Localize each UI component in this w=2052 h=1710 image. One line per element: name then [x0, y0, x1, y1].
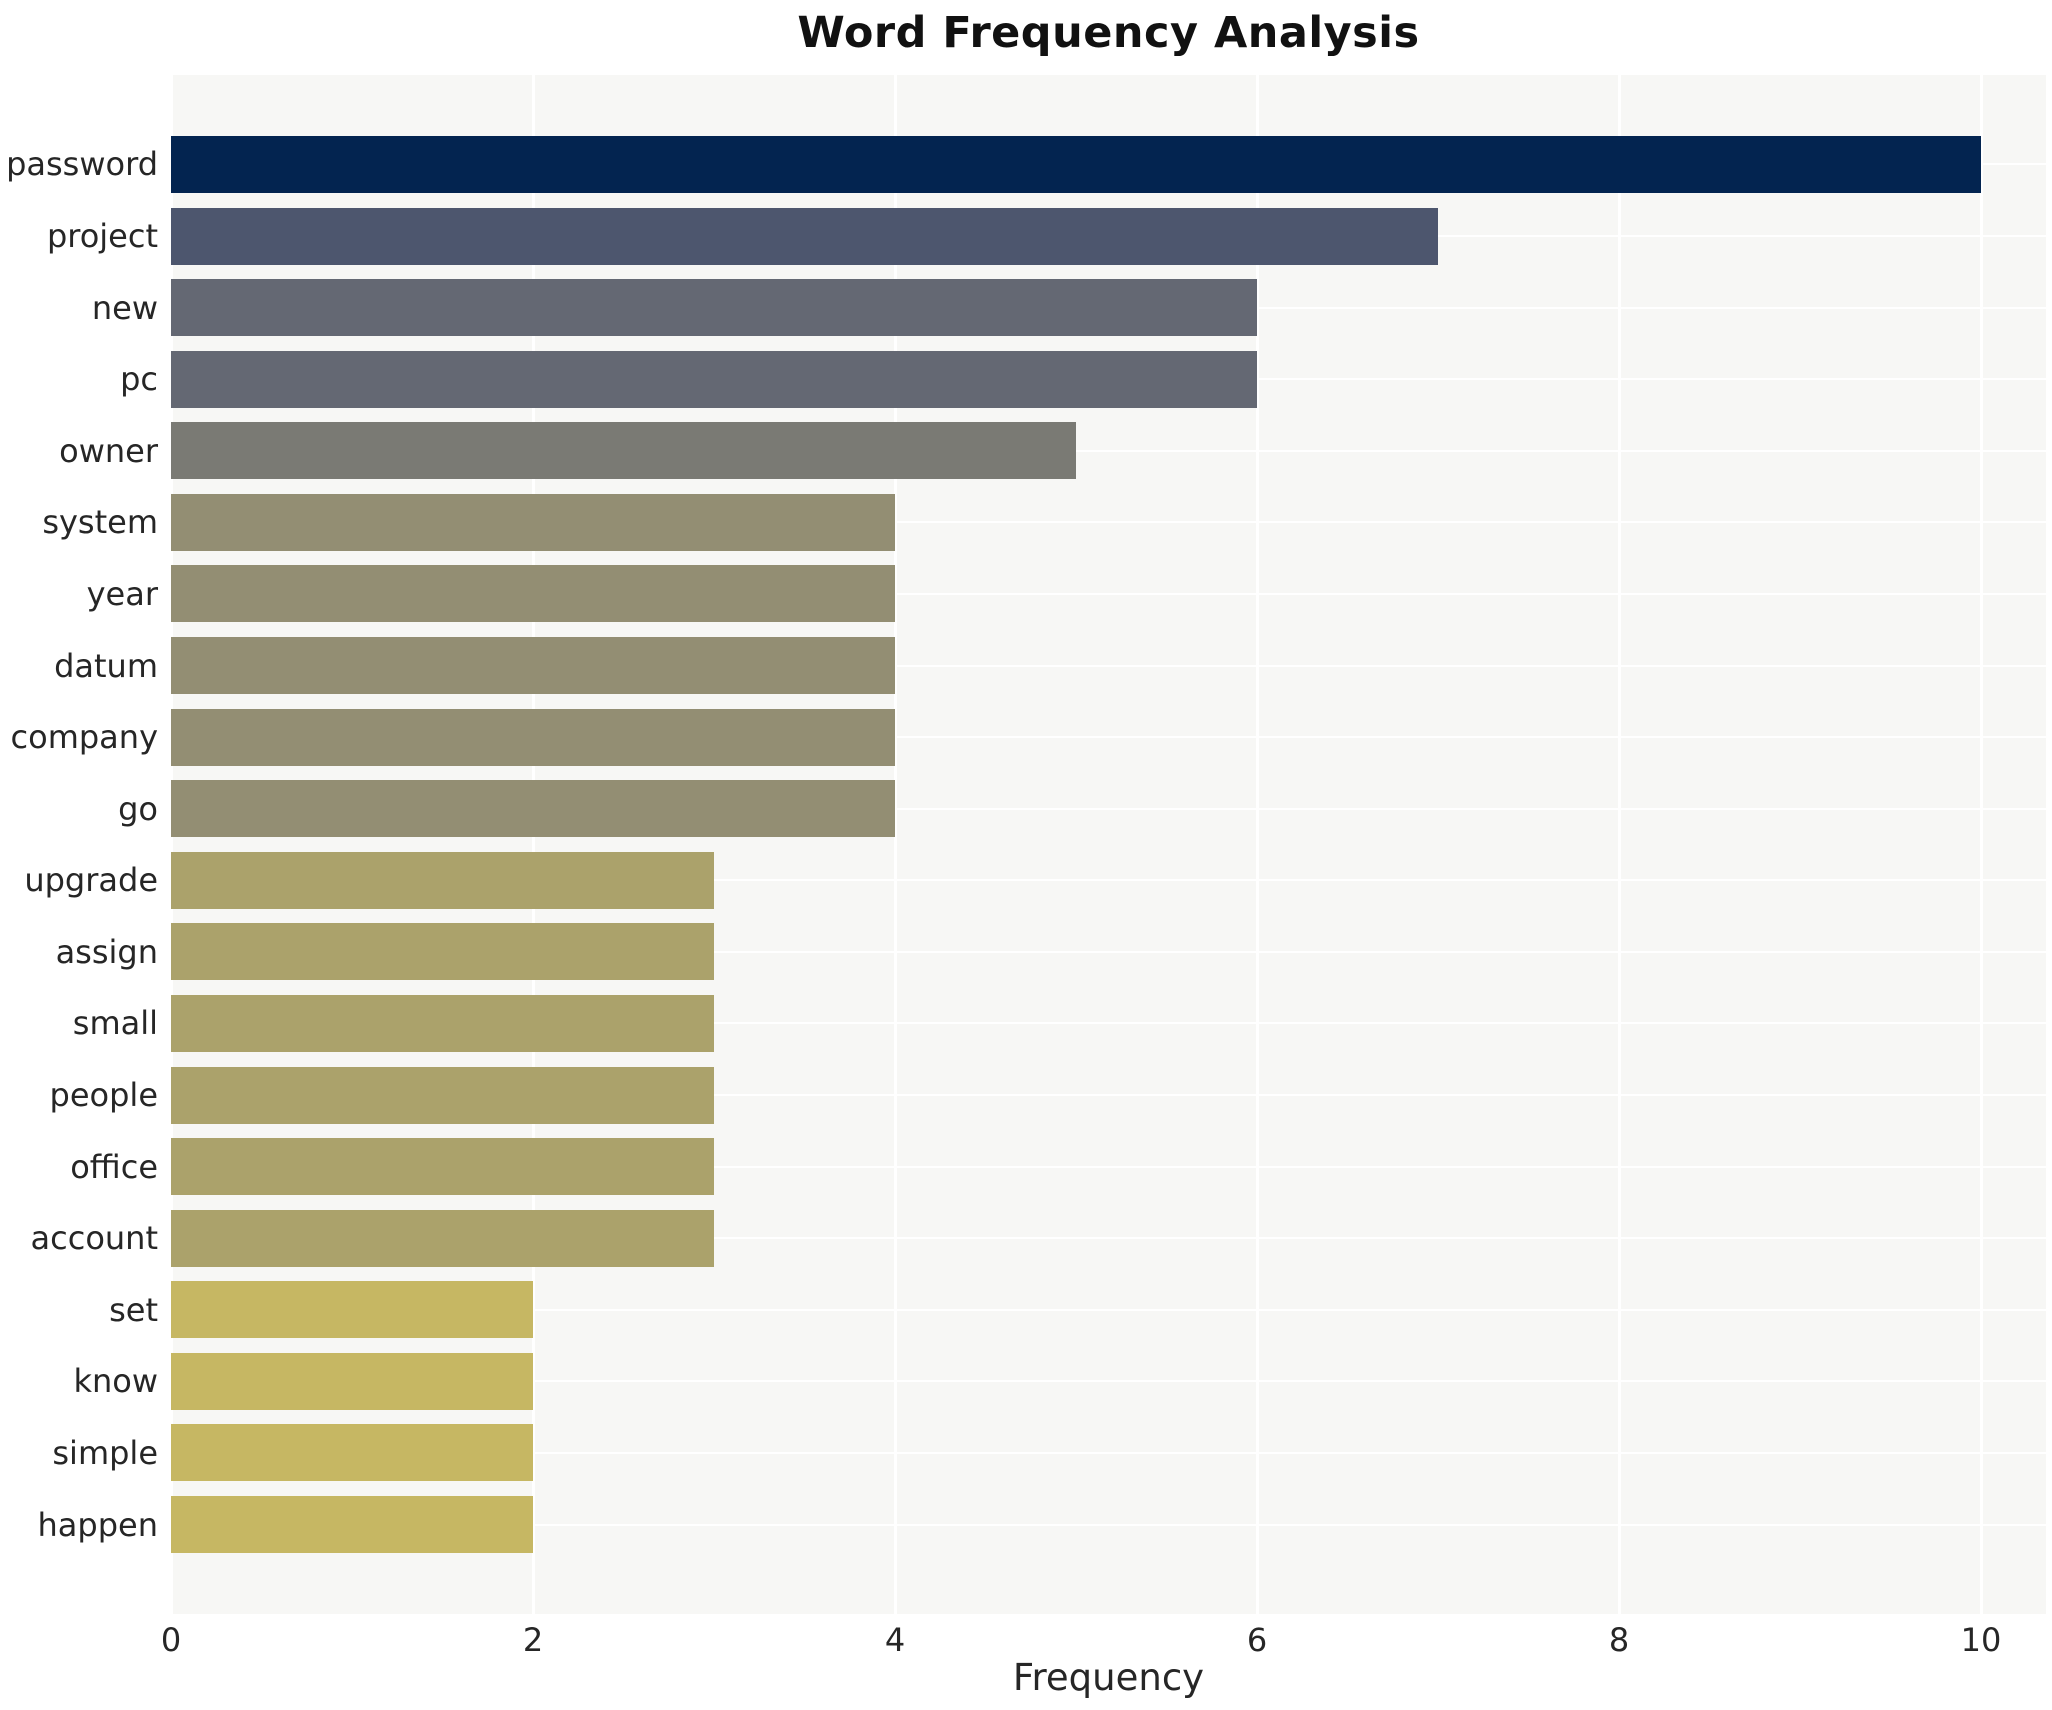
- y-tick-label-people: people: [49, 1076, 158, 1114]
- bar-office: [171, 1138, 714, 1195]
- y-tick-label-project: project: [46, 217, 158, 255]
- gridline-horizontal-simple: [171, 1452, 2046, 1454]
- y-tick-label-assign: assign: [55, 933, 158, 971]
- bar-password: [171, 136, 1981, 193]
- bar-set: [171, 1281, 533, 1338]
- gridline-horizontal-system: [171, 521, 2046, 523]
- x-tick-label-4: 4: [884, 1621, 906, 1659]
- bar-owner: [171, 422, 1076, 479]
- y-tick-label-upgrade: upgrade: [24, 861, 158, 899]
- bar-new: [171, 279, 1257, 336]
- gridline-horizontal-office: [171, 1166, 2046, 1168]
- bar-people: [171, 1067, 714, 1124]
- x-tick-label-2: 2: [522, 1621, 544, 1659]
- x-tick-label-10: 10: [1960, 1621, 2002, 1659]
- bar-datum: [171, 637, 895, 694]
- bar-know: [171, 1353, 533, 1410]
- plot-area: [170, 75, 2046, 1614]
- gridline-vertical-0: [170, 75, 173, 1614]
- y-tick-label-pc: pc: [120, 360, 158, 398]
- y-tick-label-happen: happen: [37, 1506, 158, 1544]
- gridline-horizontal-datum: [171, 665, 2046, 667]
- gridline-horizontal-owner: [171, 450, 2046, 452]
- x-tick-label-6: 6: [1246, 1621, 1268, 1659]
- bar-system: [171, 494, 895, 551]
- bar-pc: [171, 351, 1257, 408]
- y-tick-label-office: office: [70, 1148, 158, 1186]
- y-tick-label-know: know: [73, 1362, 158, 1400]
- y-tick-label-small: small: [72, 1004, 158, 1042]
- y-tick-label-new: new: [91, 289, 158, 327]
- bar-go: [171, 780, 895, 837]
- bar-account: [171, 1210, 714, 1267]
- bar-assign: [171, 923, 714, 980]
- gridline-horizontal-company: [171, 736, 2046, 738]
- y-tick-label-simple: simple: [52, 1434, 158, 1472]
- gridline-horizontal-people: [171, 1094, 2046, 1096]
- gridline-vertical-4: [894, 75, 897, 1614]
- bar-simple: [171, 1424, 533, 1481]
- gridline-horizontal-small: [171, 1022, 2046, 1024]
- gridline-horizontal-set: [171, 1309, 2046, 1311]
- gridline-vertical-8: [1618, 75, 1621, 1614]
- y-tick-label-company: company: [10, 718, 158, 756]
- x-tick-label-8: 8: [1608, 1621, 1630, 1659]
- x-axis-label: Frequency: [1012, 1656, 1205, 1699]
- gridline-horizontal-go: [171, 808, 2046, 810]
- gridline-horizontal-know: [171, 1380, 2046, 1382]
- y-tick-label-set: set: [109, 1291, 158, 1329]
- y-tick-label-system: system: [42, 503, 158, 541]
- gridline-horizontal-assign: [171, 951, 2046, 953]
- gridline-horizontal-upgrade: [171, 879, 2046, 881]
- gridline-horizontal-happen: [171, 1524, 2046, 1526]
- gridline-horizontal-account: [171, 1237, 2046, 1239]
- bar-company: [171, 709, 895, 766]
- y-tick-label-account: account: [30, 1219, 158, 1257]
- chart-title: Word Frequency Analysis: [797, 8, 1420, 58]
- y-tick-label-password: password: [6, 145, 158, 183]
- bar-happen: [171, 1496, 533, 1553]
- y-tick-label-datum: datum: [54, 647, 158, 685]
- gridline-horizontal-year: [171, 593, 2046, 595]
- y-tick-label-go: go: [118, 790, 158, 828]
- bar-upgrade: [171, 852, 714, 909]
- bar-project: [171, 208, 1438, 265]
- y-tick-label-year: year: [86, 575, 158, 613]
- bar-year: [171, 565, 895, 622]
- gridline-vertical-10: [1980, 75, 1983, 1614]
- bar-small: [171, 995, 714, 1052]
- gridline-vertical-2: [532, 75, 535, 1614]
- x-tick-label-0: 0: [160, 1621, 182, 1659]
- gridline-vertical-6: [1256, 75, 1259, 1614]
- y-tick-label-owner: owner: [59, 432, 158, 470]
